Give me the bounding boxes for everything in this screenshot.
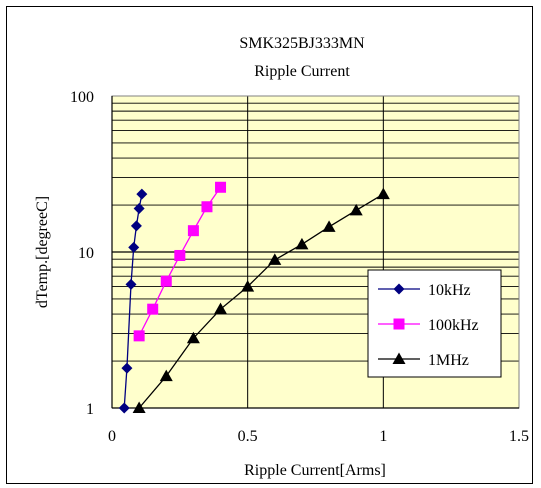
series-1mhz [132, 187, 390, 413]
x-tick-label: 0 [108, 428, 116, 445]
data-point-100khz [174, 249, 186, 261]
y-tick-label: 1 [86, 401, 94, 418]
data-point-10khz [133, 203, 145, 215]
legend: 10kHz 100kHz 1MHz [367, 269, 502, 378]
tick-labels: 0 0.5 1 1.5 1 10 100 [70, 89, 529, 445]
data-point-1mhz [349, 203, 363, 216]
data-point-1mhz [241, 280, 255, 292]
data-point-100khz [187, 225, 199, 237]
x-tick-label: 1 [379, 428, 387, 445]
chart-subtitle: Ripple Current [254, 63, 350, 80]
series-10khz [118, 188, 148, 414]
legend-marker-100khz [393, 318, 405, 330]
data-point-1mhz [376, 187, 390, 200]
series-line-1mhz [138, 193, 384, 409]
data-point-1mhz [186, 331, 200, 344]
data-point-1mhz [132, 401, 146, 413]
data-point-1mhz [295, 237, 309, 250]
legend-marker-10khz [393, 283, 405, 295]
x-tick-label: 1.5 [509, 428, 529, 445]
data-point-1mhz [159, 369, 173, 382]
series-layer [118, 181, 390, 414]
chart-title: SMK325BJ333MN [239, 35, 365, 52]
legend-label-1mhz: 1MHz [428, 352, 469, 369]
data-point-1mhz [214, 302, 228, 315]
data-point-100khz [160, 275, 172, 287]
y-axis-label: dTemp.[degreeC] [34, 196, 51, 308]
data-point-10khz [136, 188, 148, 200]
y-tick-label: 100 [70, 89, 94, 106]
x-tick-label: 0.5 [238, 428, 258, 445]
legend-label-10khz: 10kHz [428, 282, 471, 299]
data-point-10khz [125, 278, 137, 290]
data-point-1mhz [268, 253, 282, 265]
data-point-1mhz [322, 220, 336, 232]
legend-label-100khz: 100kHz [428, 317, 479, 334]
data-point-100khz [201, 201, 213, 213]
data-point-100khz [133, 330, 145, 342]
data-point-10khz [118, 402, 130, 414]
legend-marker-1mhz [392, 352, 406, 364]
axes [111, 95, 520, 409]
data-point-10khz [130, 220, 142, 232]
x-axis-label: Ripple Current[Arms] [244, 462, 386, 479]
series-100khz [133, 181, 227, 342]
y-tick-label: 10 [78, 245, 94, 262]
data-point-100khz [215, 181, 227, 193]
data-point-10khz [121, 362, 133, 374]
data-point-100khz [147, 303, 159, 315]
data-point-10khz [128, 241, 140, 253]
